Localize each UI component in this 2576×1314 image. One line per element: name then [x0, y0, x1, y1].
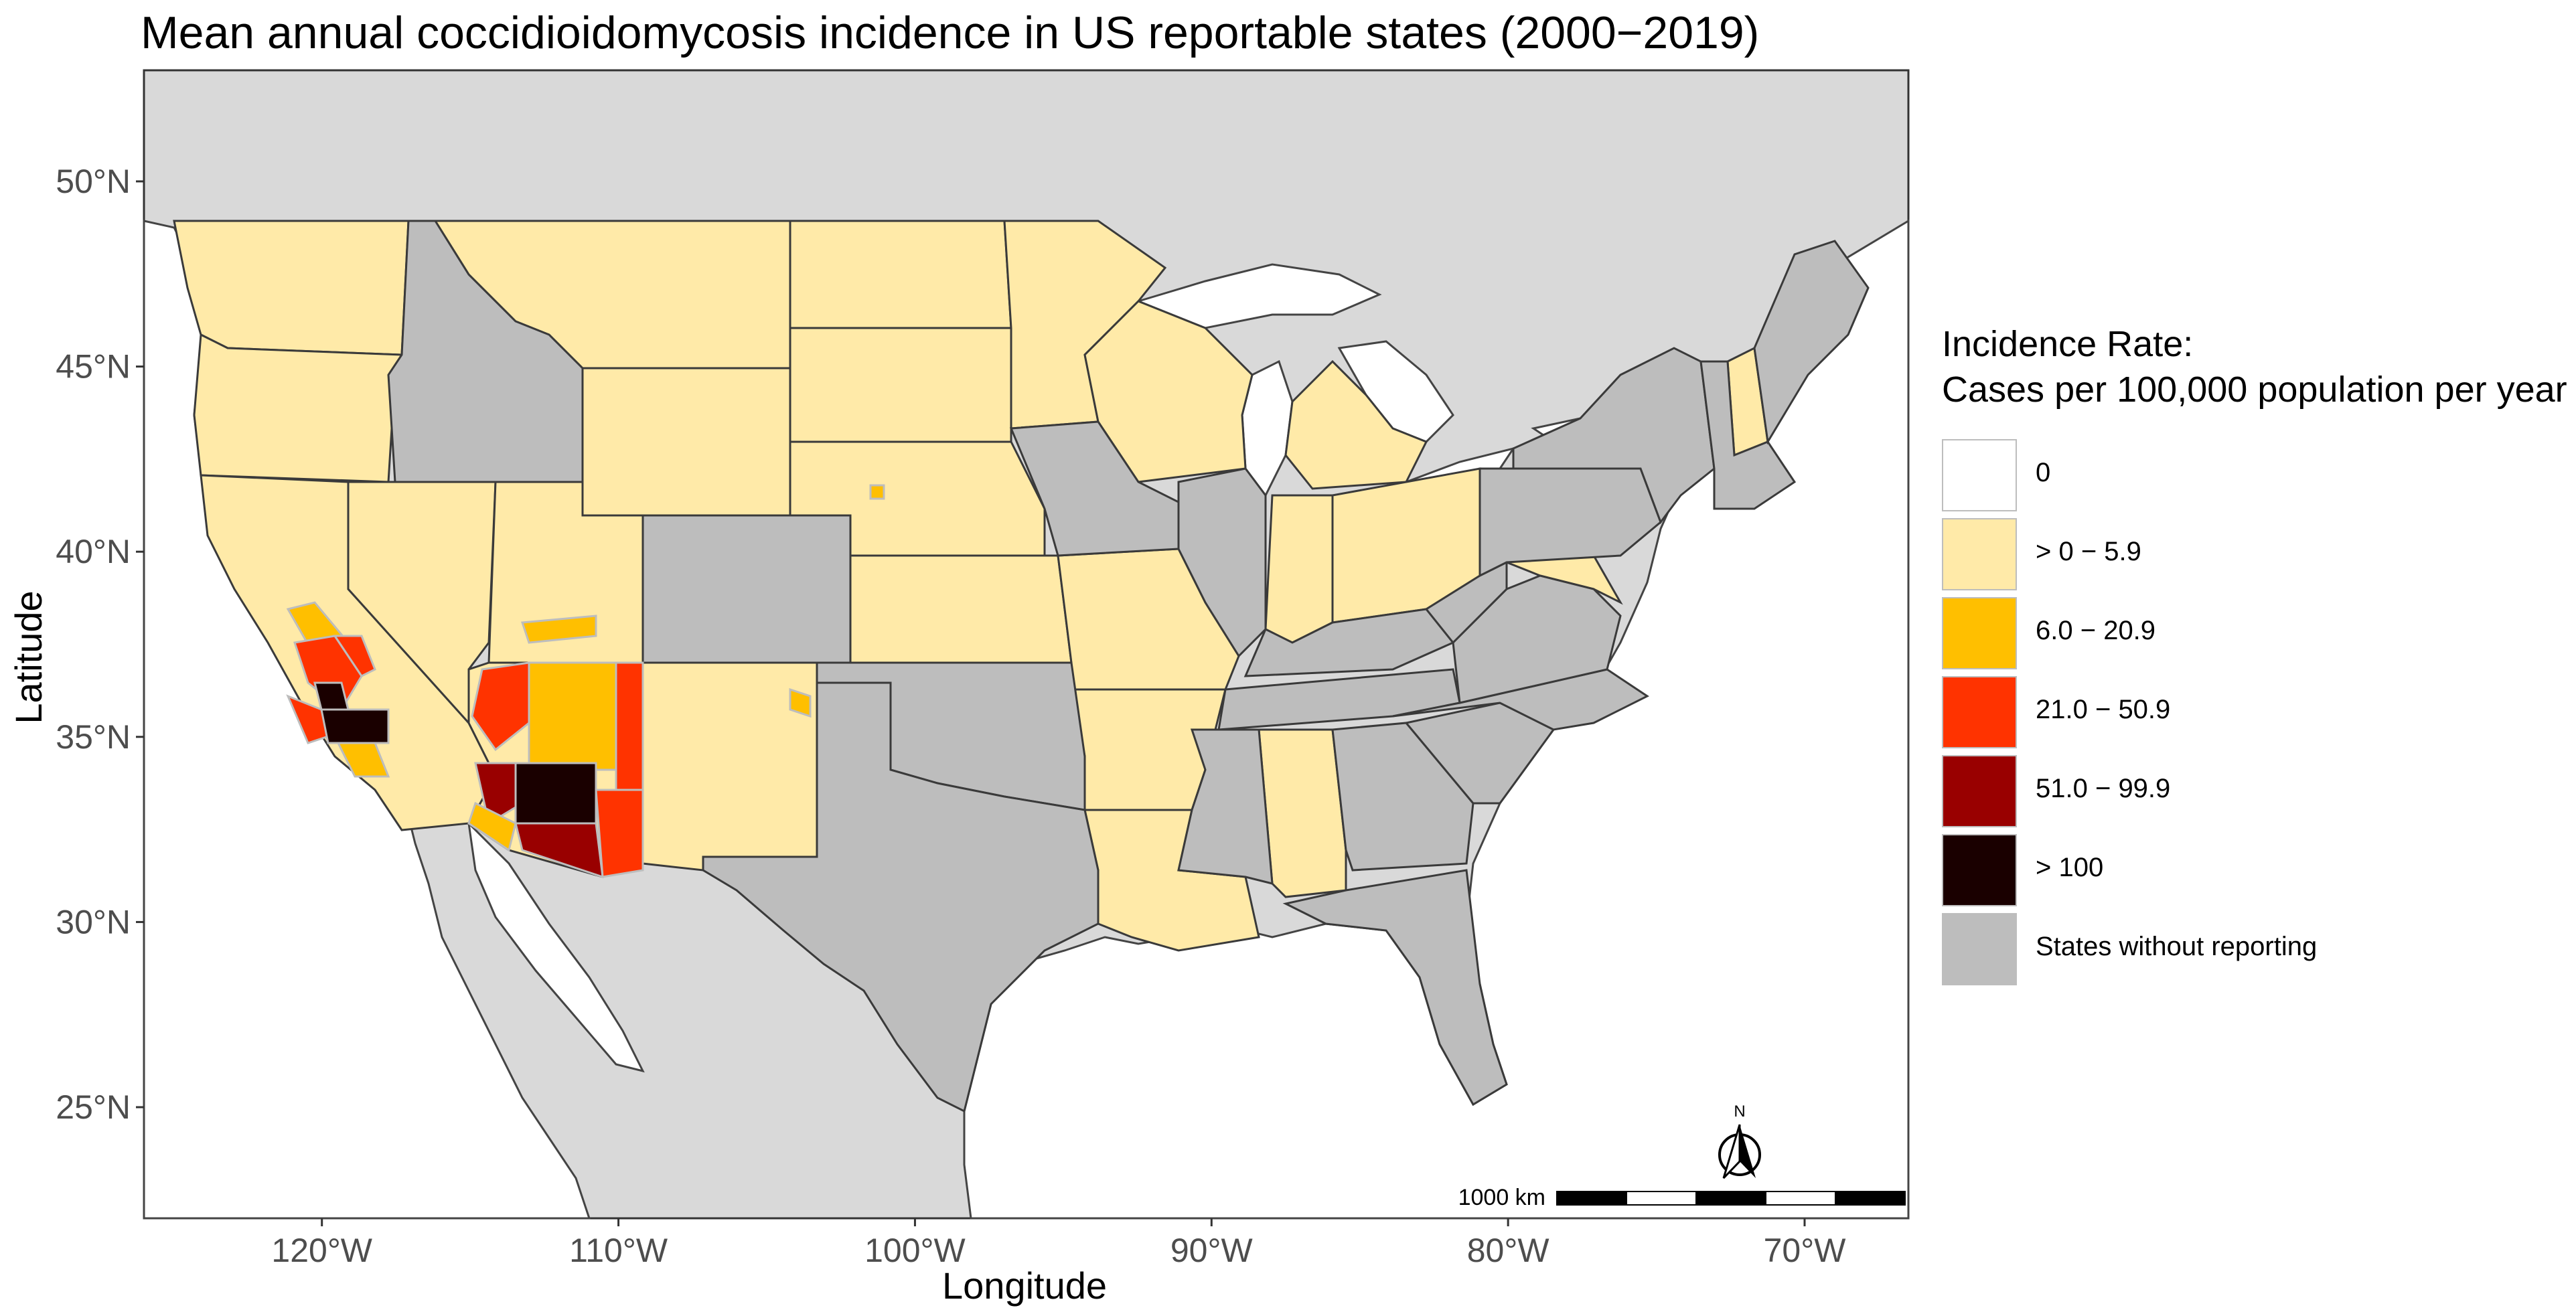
county-gt-100 — [313, 681, 350, 711]
north-arrow-needle-dark — [1740, 1125, 1756, 1178]
scale-bar-seg-4 — [1765, 1191, 1836, 1206]
legend-swatch — [1942, 913, 2017, 985]
y-tick-label: 40°N — [56, 533, 131, 570]
y-tick-label: 25°N — [56, 1088, 131, 1126]
legend-items: 0 > 0 − 5.9 6.0 − 20.9 21.0 − 50.9 51.0 … — [1942, 432, 2567, 985]
y-axis-title: Latitude — [7, 590, 50, 724]
legend-swatch — [1942, 518, 2017, 590]
county-21-50 — [615, 661, 644, 791]
legend-swatch — [1942, 834, 2017, 906]
map-panel — [143, 69, 1910, 1220]
state-kansas — [849, 554, 1073, 664]
legend-label: 6.0 − 20.9 — [2036, 616, 2156, 645]
legend-item: 6.0 − 20.9 — [1942, 590, 2567, 669]
state-virginia — [1452, 574, 1622, 704]
state-washington — [173, 220, 410, 356]
county-gt-100 — [514, 762, 597, 825]
state-mississippi — [1177, 728, 1274, 885]
county-6-20 — [789, 687, 812, 718]
legend-label: 51.0 − 99.9 — [2036, 774, 2171, 803]
scale-bar-seg-1 — [1556, 1191, 1627, 1206]
scale-bar-seg-5 — [1835, 1191, 1906, 1206]
legend-title-line1: Incidence Rate: — [1942, 324, 2194, 364]
legend-item: 0 — [1942, 432, 2567, 511]
county-21-50 — [293, 635, 363, 712]
map-title: Mean annual coccidioidomycosis incidence… — [141, 7, 1760, 58]
state-illinois — [1177, 467, 1267, 658]
non-reporting-states — [387, 220, 1870, 1113]
state-vermont-new-england — [1699, 360, 1797, 510]
state-colorado — [641, 514, 852, 664]
x-tick-label: 70°W — [1764, 1232, 1847, 1269]
legend-label: States without reporting — [2036, 932, 2318, 961]
scale-bar-seg-3 — [1695, 1191, 1766, 1206]
legend-item: > 0 − 5.9 — [1942, 511, 2567, 590]
x-axis-title: Longitude — [942, 1264, 1107, 1307]
x-axis-ticks: 120°W 110°W 100°W 90°W 80°W 70°W — [271, 1218, 1846, 1269]
legend-label: > 100 — [2036, 853, 2104, 882]
legend-label: 0 — [2036, 458, 2051, 487]
state-south-dakota — [789, 327, 1012, 443]
legend: Incidence Rate: Cases per 100,000 popula… — [1942, 321, 2567, 985]
legend-label: 21.0 − 50.9 — [2036, 695, 2171, 724]
x-tick-label: 80°W — [1467, 1232, 1550, 1269]
state-texas — [702, 681, 1100, 1113]
county-21-50 — [595, 789, 644, 878]
y-tick-label: 45°N — [56, 348, 131, 386]
north-arrow-needle-light — [1722, 1124, 1741, 1179]
state-florida — [1282, 869, 1508, 1106]
legend-item: States without reporting — [1942, 906, 2567, 985]
state-south-carolina — [1404, 702, 1556, 805]
legend-item: 21.0 − 50.9 — [1942, 669, 2567, 748]
legend-swatch — [1942, 676, 2017, 748]
x-tick-label: 120°W — [271, 1232, 372, 1269]
state-wyoming — [581, 367, 791, 517]
scale-bar-label: 1000 km — [1458, 1185, 1545, 1210]
lake-superior — [1135, 263, 1382, 329]
state-michigan — [1284, 359, 1428, 490]
county-21-50 — [471, 661, 530, 752]
x-tick-label: 90°W — [1170, 1232, 1254, 1269]
north-arrow: N — [1718, 1102, 1761, 1179]
legend-label: > 0 − 5.9 — [2036, 537, 2141, 566]
north-arrow-label: N — [1734, 1102, 1745, 1121]
gulf-of-california — [467, 820, 645, 1073]
county-6-20 — [528, 661, 617, 771]
legend-item: 51.0 − 99.9 — [1942, 748, 2567, 827]
scale-bar-seg-2 — [1626, 1191, 1697, 1206]
legend-title-line2: Cases per 100,000 population per year — [1942, 369, 2567, 410]
x-tick-label: 110°W — [569, 1232, 668, 1269]
y-tick-label: 50°N — [56, 163, 131, 200]
county-6-20 — [520, 614, 597, 644]
scale-bar: 1000 km — [1458, 1185, 1906, 1210]
county-21-50 — [333, 635, 376, 677]
state-north-dakota — [789, 220, 1012, 329]
y-axis-ticks: 50°N 45°N 40°N 35°N 30°N 25°N — [56, 163, 144, 1126]
y-tick-label: 35°N — [56, 718, 131, 756]
high-incidence-counties — [286, 484, 885, 879]
legend-title: Incidence Rate: Cases per 100,000 popula… — [1942, 321, 2567, 412]
y-tick-label: 30°N — [56, 903, 131, 940]
legend-swatch — [1942, 597, 2017, 669]
legend-swatch — [1942, 755, 2017, 827]
legend-item: > 100 — [1942, 827, 2567, 906]
state-west-virginia — [1424, 560, 1508, 645]
x-tick-label: 100°W — [864, 1232, 966, 1269]
state-oregon — [193, 333, 404, 483]
state-idaho — [387, 220, 584, 483]
county-6-20 — [869, 484, 885, 500]
county-gt-100 — [320, 708, 390, 744]
legend-swatch — [1942, 439, 2017, 511]
state-indiana — [1264, 494, 1334, 644]
county-6-20 — [467, 801, 517, 852]
state-maine — [1753, 240, 1870, 445]
